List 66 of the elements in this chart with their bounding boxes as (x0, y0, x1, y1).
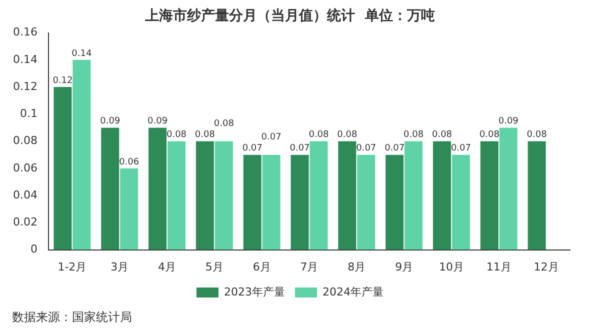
data-label: 0.08 (166, 130, 187, 140)
bar (480, 141, 498, 250)
y-tick-label: 0.12 (12, 80, 38, 93)
x-tick-label: 1-2月 (58, 260, 87, 274)
data-label: 0.08 (526, 130, 548, 140)
data-label: 0.08 (337, 130, 358, 140)
source-note: 数据来源：国家统计局 (12, 310, 132, 324)
y-tick-label: 0.08 (12, 134, 38, 148)
data-label: 0.08 (308, 130, 330, 140)
x-tick-label: 12月 (534, 260, 559, 274)
bar (290, 154, 309, 250)
data-label: 0.07 (290, 144, 310, 154)
bar (148, 128, 167, 250)
data-label: 0.08 (194, 130, 216, 140)
x-tick-label: 9月 (395, 260, 414, 274)
x-tick-label: 6月 (252, 260, 271, 274)
bar (432, 141, 451, 250)
x-tick-label: 3月 (110, 260, 129, 274)
legend-label: 2023年产量 (224, 285, 286, 298)
data-label: 0.07 (356, 144, 376, 154)
y-tick-label: 0.02 (12, 216, 38, 229)
y-tick-label: 0 (30, 242, 38, 256)
data-label: 0.12 (52, 76, 73, 86)
data-label: 0.14 (72, 48, 92, 59)
x-tick-label: 8月 (348, 260, 366, 274)
x-tick-label: 11月 (486, 260, 512, 274)
bar (214, 141, 233, 250)
data-label: 0.09 (148, 116, 168, 127)
y-tick-label: 0.04 (12, 188, 38, 202)
y-tick-label: 0.16 (12, 26, 38, 39)
data-label: 0.09 (100, 116, 120, 127)
chart-title: 上海市纱产量分月（当月值）统计 单位：万吨 (144, 7, 435, 24)
bar (243, 154, 262, 250)
x-tick-label: 7月 (300, 260, 318, 274)
data-label: 0.08 (404, 130, 424, 140)
data-label: 0.09 (498, 116, 519, 127)
x-tick-label: 10月 (438, 260, 464, 274)
bar (167, 141, 186, 250)
bar (196, 141, 214, 250)
bar (120, 168, 138, 250)
x-tick-label: 5月 (205, 260, 224, 274)
bar (404, 141, 423, 250)
bar (72, 60, 91, 250)
y-tick-label: 0.06 (12, 161, 38, 174)
data-label: 0.07 (242, 144, 262, 154)
data-label: 0.07 (450, 144, 471, 154)
data-label: 0.06 (119, 157, 140, 168)
y-tick-label: 0.1 (20, 107, 38, 120)
bar (262, 154, 280, 250)
bar (310, 141, 328, 250)
bar (54, 87, 72, 250)
bar (528, 141, 546, 250)
y-tick-label: 0.14 (12, 52, 38, 66)
bar (357, 154, 376, 250)
legend-label: 2024年产量 (322, 285, 384, 298)
bar (101, 128, 120, 250)
bar (386, 154, 404, 250)
bar (452, 154, 470, 250)
data-label: 0.08 (214, 119, 234, 130)
data-label: 0.08 (479, 130, 500, 140)
bar (338, 141, 356, 250)
data-label: 0.07 (384, 144, 405, 154)
data-label: 0.07 (261, 132, 282, 143)
x-tick-label: 4月 (158, 260, 176, 274)
bar (499, 128, 518, 250)
data-label: 0.08 (432, 130, 452, 140)
